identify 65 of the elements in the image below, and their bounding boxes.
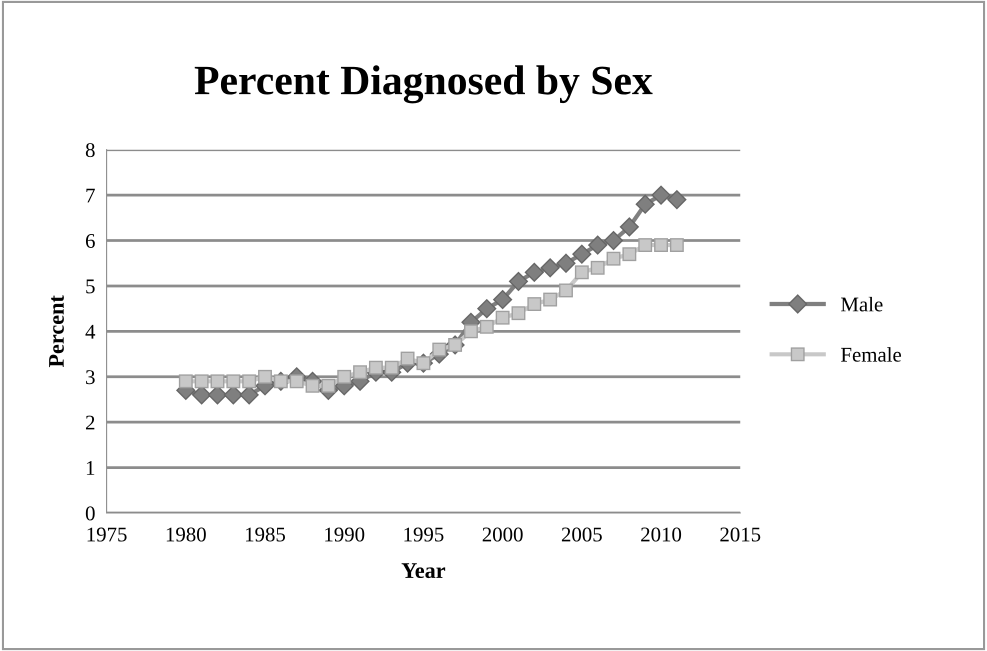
point [242, 374, 256, 388]
point [368, 360, 383, 375]
chart-title: Percent Diagnosed by Sex [194, 65, 653, 104]
point [543, 292, 558, 307]
x-tick-label: 2000 [482, 527, 523, 542]
point [226, 374, 240, 388]
point [622, 247, 636, 262]
y-tick-label: 4 [85, 324, 96, 339]
point [194, 374, 209, 388]
point [512, 306, 526, 320]
y-tick-label: 2 [86, 416, 94, 430]
point [606, 252, 620, 266]
point [384, 360, 399, 375]
point [477, 299, 496, 318]
point [210, 374, 224, 388]
x-axis-title: Year [402, 563, 446, 578]
y-tick-label: 7 [86, 188, 95, 202]
point [178, 374, 193, 388]
point [508, 272, 528, 291]
point [638, 238, 652, 252]
point [667, 190, 686, 210]
y-tick-label: 3 [86, 370, 95, 384]
x-tick-label: 1990 [325, 527, 364, 542]
x-tick-label: 1995 [404, 528, 444, 542]
point [654, 238, 668, 252]
point [464, 324, 478, 338]
y-tick-label: 8 [86, 143, 95, 158]
point [306, 378, 320, 393]
point [588, 236, 608, 255]
y-tick-label: 5 [86, 280, 95, 294]
point [540, 258, 560, 278]
point [556, 254, 576, 273]
point [670, 238, 684, 252]
x-tick-label: 2010 [641, 527, 682, 542]
y-tick-label: 6 [86, 234, 95, 248]
x-tick-label: 1985 [246, 527, 286, 542]
point [590, 260, 605, 275]
y-tick-label: 0 [86, 506, 95, 520]
x-tick-label: 1975 [88, 528, 127, 542]
point [432, 342, 446, 356]
point [353, 365, 367, 380]
x-tick-label: 2015 [720, 527, 760, 542]
legend-label: Female [841, 347, 902, 362]
y-tick-label: 1 [86, 461, 94, 475]
legend-label: Male [841, 296, 883, 312]
point [496, 310, 510, 325]
point [574, 265, 589, 280]
point [258, 370, 272, 384]
point [636, 194, 655, 214]
x-tick-label: 1980 [166, 527, 206, 542]
point [572, 244, 592, 264]
point [290, 374, 304, 388]
point [559, 284, 573, 298]
point [480, 320, 494, 334]
point [604, 231, 624, 250]
point [337, 370, 352, 384]
point [527, 297, 542, 312]
point [400, 352, 415, 366]
point [620, 217, 639, 236]
point [652, 186, 671, 205]
y-axis-title: Percent [49, 295, 64, 368]
point [493, 290, 512, 310]
point [321, 378, 336, 393]
point [524, 262, 544, 282]
x-tick-label: 2005 [562, 527, 602, 542]
